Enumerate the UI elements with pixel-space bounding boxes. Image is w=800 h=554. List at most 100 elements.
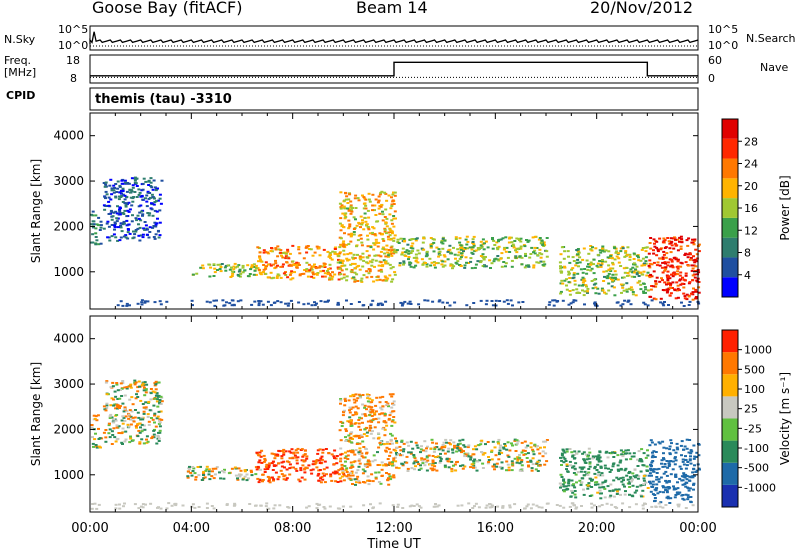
echo-cell [642, 479, 646, 482]
echo-cell [594, 481, 597, 484]
echo-cell [522, 453, 526, 456]
ground-scatter-cell [634, 503, 638, 506]
echo-cell [472, 244, 476, 247]
echo-cell [113, 221, 117, 224]
echo-cell [692, 259, 696, 262]
echo-cell [505, 246, 509, 249]
echo-cell [120, 182, 124, 185]
echo-cell [383, 275, 387, 278]
echo-cell [224, 264, 228, 267]
echo-cell [652, 270, 656, 273]
echo-cell [348, 416, 352, 419]
ground-scatter-cell [426, 299, 430, 302]
echo-cell [258, 255, 262, 258]
nave-tick-top: 60 [708, 54, 722, 67]
echo-cell [124, 236, 128, 239]
echo-cell [575, 292, 579, 294]
echo-cell [366, 397, 370, 400]
echo-cell [545, 439, 549, 441]
echo-cell [657, 478, 661, 481]
echo-cell [186, 470, 190, 473]
echo-cell [441, 265, 445, 268]
echo-cell [446, 460, 450, 463]
echo-cell [414, 441, 418, 444]
echo-cell [122, 235, 126, 238]
echo-cell [268, 476, 272, 479]
colorbar-tick-label: -100 [744, 442, 769, 455]
echo-cell [432, 450, 436, 453]
echo-cell [488, 259, 492, 262]
echo-cell [358, 447, 362, 450]
echo-cell [443, 260, 447, 263]
echo-cell [563, 265, 566, 268]
echo-cell [93, 417, 97, 420]
echo-cell [145, 438, 148, 441]
echo-cell [667, 465, 671, 467]
echo-cell [655, 472, 659, 474]
ground-scatter-cell [537, 506, 541, 509]
echo-cell [646, 449, 649, 452]
echo-cell [424, 461, 428, 464]
echo-cell [328, 263, 332, 266]
echo-cell [597, 292, 601, 295]
echo-cell [345, 467, 349, 470]
echo-cell [680, 440, 684, 443]
echo-cell [274, 259, 277, 262]
echo-cell [124, 205, 128, 208]
echo-cell [622, 289, 626, 292]
echo-cell [361, 194, 364, 197]
echo-cell [662, 452, 665, 455]
echo-cell [343, 409, 346, 412]
echo-cell [410, 467, 414, 470]
echo-cell [652, 468, 656, 471]
echo-cell [380, 203, 384, 206]
echo-cell [533, 235, 537, 238]
echo-cell [381, 247, 385, 250]
echo-cell [445, 457, 449, 460]
echo-cell [363, 212, 367, 215]
echo-cell [625, 288, 629, 291]
echo-cell [342, 474, 346, 477]
echo-cell [341, 245, 345, 248]
echo-cell [279, 249, 283, 252]
echo-cell [113, 224, 116, 227]
echo-cell [601, 481, 605, 484]
ground-scatter-cell [125, 304, 129, 307]
echo-cell [383, 252, 387, 255]
echo-cell [481, 253, 485, 256]
echo-cell [442, 254, 446, 257]
echo-cell [157, 229, 160, 232]
nsearch-tick-top: 10^5 [708, 23, 739, 36]
echo-cell [561, 483, 565, 486]
echo-cell [383, 230, 387, 233]
echo-cell [473, 445, 477, 448]
echo-cell [282, 448, 286, 451]
echo-cell [431, 459, 435, 462]
ground-scatter-cell [287, 302, 291, 305]
echo-cell [676, 258, 680, 261]
echo-cell [146, 212, 150, 214]
echo-cell [690, 292, 693, 295]
echo-cell [545, 255, 549, 258]
echo-cell [321, 448, 325, 451]
echo-cell [335, 462, 339, 465]
echo-cell [362, 207, 366, 210]
echo-cell [381, 213, 385, 216]
echo-cell [136, 214, 140, 217]
echo-cell [130, 189, 134, 192]
echo-cell [288, 450, 292, 453]
echo-cell [685, 481, 689, 484]
echo-cell [508, 251, 512, 253]
echo-cell [625, 253, 629, 256]
echo-cell [611, 465, 615, 468]
echo-cell [230, 266, 233, 269]
echo-cell [256, 465, 260, 468]
echo-cell [392, 403, 396, 406]
ground-scatter-cell [496, 505, 500, 508]
nsearch-label: N.Search [746, 32, 796, 45]
colorbar-tick-label: 28 [744, 135, 758, 148]
echo-cell [263, 457, 267, 460]
echo-cell [631, 484, 635, 487]
echo-cell [474, 249, 478, 252]
echo-cell [226, 264, 230, 267]
